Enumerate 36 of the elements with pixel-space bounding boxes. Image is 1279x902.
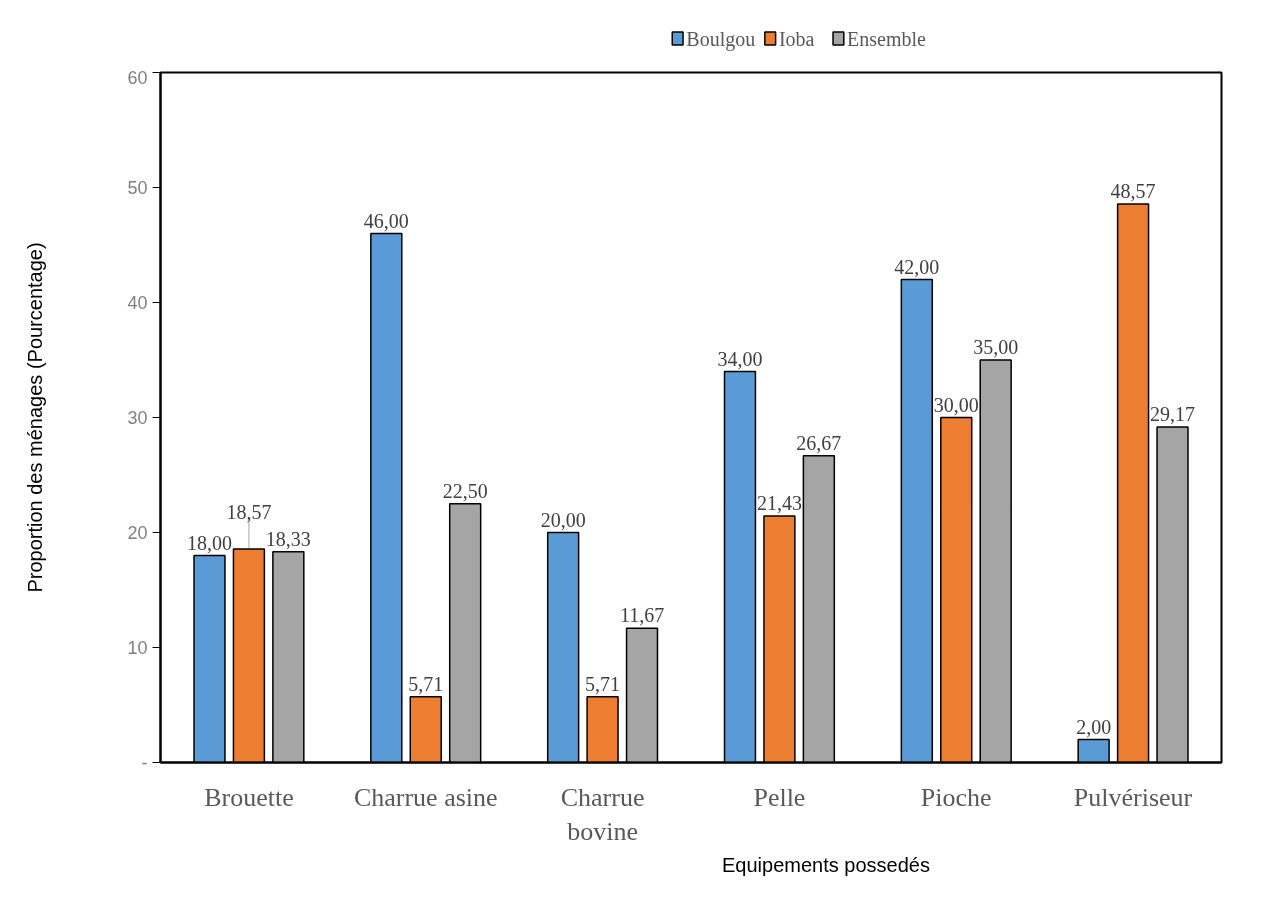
legend-label: Ioba: [778, 27, 815, 50]
data-label: 29,17: [1150, 403, 1196, 426]
y-tick-label: 10: [127, 638, 148, 658]
data-label: 18,33: [265, 527, 311, 550]
x-tick-label: Pioche: [920, 782, 992, 812]
data-label: 30,00: [933, 393, 979, 416]
legend-label: Ensemble: [847, 27, 927, 50]
y-tick-label: 60: [127, 67, 148, 88]
data-label: 18,57: [226, 500, 272, 523]
data-label: 20,00: [540, 508, 586, 531]
data-label: 26,67: [796, 431, 842, 454]
y-tick-label: 40: [127, 293, 148, 313]
data-label: 2,00: [1076, 715, 1112, 738]
y-tick-label: 50: [127, 178, 148, 198]
data-label: 48,57: [1110, 179, 1156, 202]
y-tick-label: -: [141, 753, 148, 773]
legend-label: Boulgou: [686, 27, 756, 51]
x-tick-label: Brouette: [204, 782, 294, 812]
data-label: 21,43: [756, 492, 802, 515]
x-tick-label: Charrue asine: [353, 782, 498, 812]
data-label: 46,00: [363, 209, 409, 232]
data-label: 34,00: [717, 347, 763, 370]
data-label: 35,00: [973, 336, 1019, 358]
data-label: 42,00: [894, 255, 940, 278]
x-axis-title: Equipements possedés: [722, 853, 930, 876]
data-label: 22,50: [442, 479, 488, 502]
x-tick-label: Charrue bovine: [560, 782, 645, 847]
data-label: 5,71: [585, 672, 621, 695]
y-tick-label: 30: [127, 408, 148, 428]
x-tick-label: Pulvériseur: [1073, 782, 1193, 812]
data-label: 11,67: [619, 604, 665, 627]
data-label: 5,71: [408, 672, 444, 695]
y-axis-title: Proportion des ménages (Pourcentage): [24, 242, 47, 593]
y-tick-label: 20: [127, 523, 148, 543]
data-label: 18,00: [186, 531, 232, 554]
x-tick-label: Pelle: [753, 782, 806, 812]
